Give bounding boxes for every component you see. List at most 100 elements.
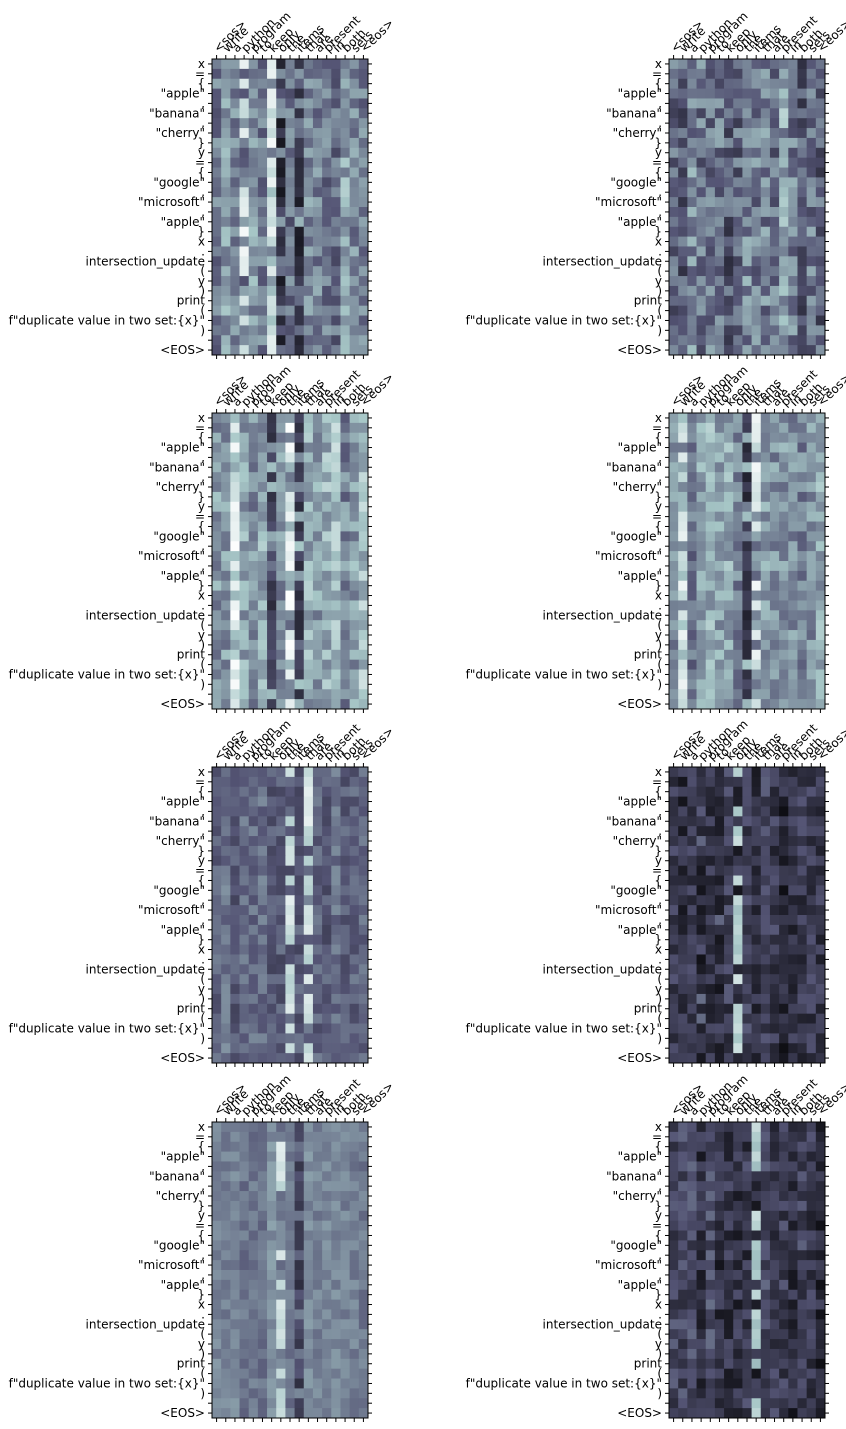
heatmap-cell (294, 68, 305, 80)
heatmap-cell (248, 964, 259, 975)
y-tick-label: , (201, 559, 205, 573)
heatmap-cell (349, 266, 360, 277)
heatmap-cell (815, 1319, 826, 1330)
heatmap-cell (303, 1151, 314, 1162)
heatmap-cell (724, 875, 734, 886)
heatmap-cell (705, 1299, 716, 1310)
heatmap-cell (687, 413, 697, 424)
heatmap-cell (687, 315, 697, 326)
heatmap-cell (769, 1043, 780, 1054)
heatmap-cell (276, 1043, 286, 1054)
heatmap-cell (303, 207, 314, 218)
heatmap-cell (285, 1161, 295, 1172)
heatmap-cell (769, 118, 780, 129)
heatmap-cell (322, 1023, 332, 1034)
heatmap-cell (212, 915, 222, 926)
heatmap-cell (797, 78, 808, 89)
heatmap-cell (669, 482, 679, 493)
heatmap-cell (358, 432, 369, 443)
heatmap-cell (322, 462, 332, 473)
heatmap-cell (705, 276, 716, 287)
heatmap-cell (230, 1240, 240, 1251)
heatmap-cell (806, 630, 817, 641)
heatmap-cell (257, 1368, 268, 1379)
heatmap-cell (815, 325, 826, 336)
heatmap-cell (267, 776, 277, 788)
heatmap-cell (788, 295, 798, 307)
heatmap-cell (788, 786, 798, 797)
heatmap-cell (760, 944, 771, 955)
heatmap-cell (669, 295, 679, 307)
heatmap-cell (212, 413, 222, 424)
heatmap-cell (779, 699, 789, 710)
heatmap-cell (797, 501, 808, 513)
heatmap-cell (331, 128, 341, 139)
heatmap-cell (312, 1309, 323, 1320)
heatmap-cell (751, 1210, 762, 1222)
heatmap-cell (285, 1151, 295, 1162)
heatmap-cell (294, 885, 305, 896)
heatmap-cell (294, 98, 305, 109)
heatmap-cell (751, 1171, 762, 1182)
heatmap-cell (239, 964, 250, 975)
heatmap-cell (696, 422, 707, 434)
heatmap-cell (212, 610, 222, 621)
heatmap-cell (294, 1388, 305, 1399)
heatmap-cell (724, 915, 734, 926)
heatmap-cell (678, 78, 688, 89)
heatmap-cell (733, 147, 743, 159)
heatmap-cell (742, 845, 752, 857)
heatmap-cell (724, 610, 734, 621)
heatmap-cell (751, 472, 762, 483)
heatmap-cell (678, 1240, 688, 1251)
heatmap-cell (349, 1250, 360, 1261)
y-tick-label: ( (200, 618, 205, 632)
heatmap-cell (779, 630, 789, 641)
heatmap-cell (724, 285, 734, 297)
heatmap-cell (724, 345, 734, 356)
heatmap-cell (312, 954, 323, 965)
heatmap-cell (340, 659, 351, 670)
heatmap-cell (212, 167, 222, 178)
heatmap-cell (248, 1250, 259, 1261)
heatmap-cell (312, 491, 323, 503)
heatmap-cell (769, 216, 780, 228)
heatmap-cell (212, 98, 222, 109)
heatmap-cell (294, 246, 305, 257)
heatmap-cell (239, 1398, 250, 1409)
heatmap-cell (806, 649, 817, 661)
heatmap-cell (312, 157, 323, 168)
heatmap-cell (751, 216, 762, 228)
heatmap-cell (358, 276, 369, 287)
heatmap-cell (687, 590, 697, 601)
heatmap-cell (788, 875, 798, 886)
heatmap-cell (349, 432, 360, 443)
y-tick-label: <EOS> (617, 1051, 662, 1065)
y-tick-label: x (198, 589, 205, 603)
heatmap-cell (303, 157, 314, 168)
heatmap-cell (724, 187, 734, 198)
heatmap-cell (760, 1279, 771, 1291)
heatmap-cell (221, 1388, 231, 1399)
heatmap-cell (714, 1200, 725, 1212)
heatmap-cell (212, 836, 222, 847)
heatmap-cell (285, 561, 295, 572)
heatmap-cell (212, 1398, 222, 1409)
heatmap-cell (349, 1033, 360, 1044)
heatmap-cell (322, 767, 332, 778)
heatmap-cell (742, 699, 752, 710)
heatmap-cell (349, 541, 360, 552)
heatmap-cell (696, 167, 707, 178)
heatmap-cell (751, 187, 762, 198)
heatmap-cell (276, 1329, 286, 1340)
heatmap-cell (212, 767, 222, 778)
heatmap-cell (248, 610, 259, 621)
heatmap-cell (797, 462, 808, 473)
heatmap-cell (815, 826, 826, 837)
heatmap-cell (733, 491, 743, 503)
heatmap-cell (358, 472, 369, 483)
heatmap-cell (678, 345, 688, 356)
heatmap-cell (294, 699, 305, 710)
heatmap-cell (806, 796, 817, 807)
heatmap-cell (294, 915, 305, 926)
